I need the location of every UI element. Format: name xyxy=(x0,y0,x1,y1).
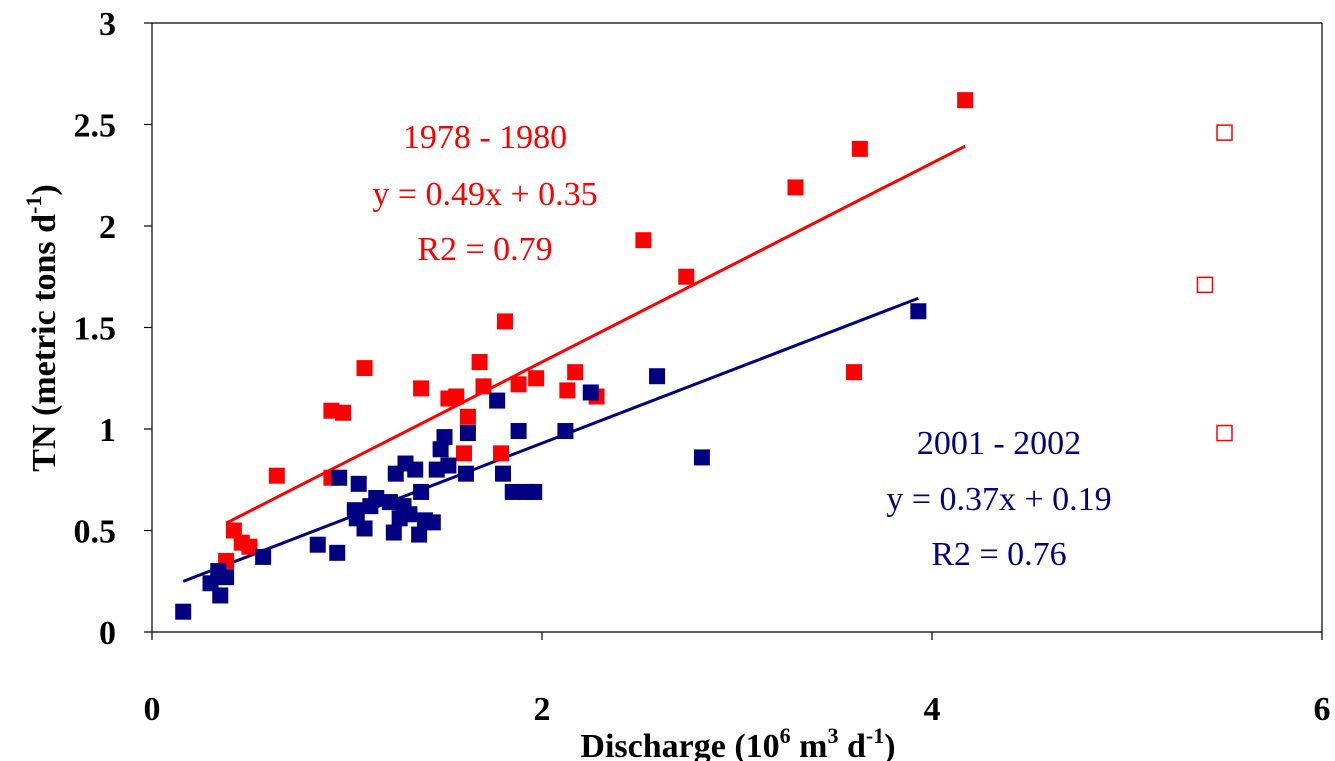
data-point xyxy=(475,378,492,395)
data-point xyxy=(528,370,545,387)
data-point xyxy=(350,475,367,492)
data-point xyxy=(218,569,235,586)
data-point xyxy=(787,179,804,196)
data-point xyxy=(496,313,513,330)
data-point xyxy=(635,232,652,249)
data-point xyxy=(459,425,476,442)
data-point xyxy=(309,536,326,553)
data-point xyxy=(432,441,449,458)
x-axis-title: Discharge (106 m3 d-1) xyxy=(580,723,895,761)
data-point xyxy=(440,457,457,474)
data-point xyxy=(356,360,373,377)
data-point-open xyxy=(1216,424,1233,442)
data-point xyxy=(526,483,543,500)
series-2001-2002-equation: y = 0.37x + 0.19 xyxy=(886,481,1111,518)
data-point xyxy=(495,465,511,482)
series-2001-2002-r2: R2 = 0.76 xyxy=(931,536,1066,573)
y-tick-label: 0 xyxy=(99,615,116,652)
data-point xyxy=(493,445,510,462)
data-point xyxy=(510,423,527,440)
y-tick-label: 1 xyxy=(99,412,116,449)
data-point xyxy=(255,548,272,565)
data-point xyxy=(381,494,398,511)
series-1978-1980-label: 1978 - 1980 xyxy=(403,119,567,156)
data-point-open xyxy=(1196,276,1214,294)
x-tick-label: 2 xyxy=(534,691,551,728)
annotation-1978-1980: 1978 - 1980 y = 0.49x + 0.35 R2 = 0.79 xyxy=(372,119,597,268)
y-tick-label: 0.5 xyxy=(74,514,117,551)
data-point-open xyxy=(1216,124,1233,141)
data-point xyxy=(401,506,418,523)
data-point xyxy=(559,382,576,399)
data-point xyxy=(424,514,441,531)
trendline-1978-1980 xyxy=(225,144,966,525)
data-point xyxy=(202,575,219,592)
data-point xyxy=(693,449,710,466)
data-point xyxy=(851,140,868,157)
data-point xyxy=(582,384,599,401)
data-point xyxy=(567,364,584,381)
data-point xyxy=(225,522,242,539)
data-point xyxy=(356,520,373,537)
data-point xyxy=(411,526,428,543)
data-point xyxy=(413,380,430,397)
plot-area: 0 0.5 1 1.5 2 2.5 3 0 2 4 6 xyxy=(74,6,1331,728)
x-tick-label: 6 xyxy=(1314,691,1331,728)
data-point xyxy=(459,408,476,425)
data-point xyxy=(368,490,385,507)
data-point xyxy=(846,364,862,381)
data-point xyxy=(329,544,346,561)
data-point xyxy=(678,268,695,285)
y-tick-label: 2.5 xyxy=(74,108,117,145)
y-tick-label: 2 xyxy=(99,209,116,246)
data-point xyxy=(457,465,474,482)
data-point xyxy=(212,587,229,604)
data-point xyxy=(241,538,258,555)
y-axis-title: TN (metric tons d-1) xyxy=(21,184,63,471)
annotation-2001-2002: 2001 - 2002 y = 0.37x + 0.19 R2 = 0.76 xyxy=(886,425,1111,573)
x-tick-label: 0 xyxy=(144,691,161,728)
series-1978-1980-r2: R2 = 0.79 xyxy=(417,231,552,268)
series-2001-2002-label: 2001 - 2002 xyxy=(917,425,1081,462)
data-point xyxy=(407,461,424,478)
trendline-2001-2002 xyxy=(182,296,919,583)
data-point xyxy=(557,423,574,440)
data-point xyxy=(471,354,488,371)
data-point xyxy=(413,483,430,500)
data-point xyxy=(335,404,352,421)
data-point xyxy=(268,467,285,484)
data-point xyxy=(436,429,453,446)
data-point xyxy=(456,445,472,462)
data-point xyxy=(175,603,192,620)
data-point xyxy=(910,303,927,320)
y-tick-label: 1.5 xyxy=(74,311,117,348)
data-point xyxy=(957,92,974,109)
data-point xyxy=(489,392,506,409)
data-point xyxy=(448,388,465,405)
x-tick-label: 4 xyxy=(924,691,941,728)
data-point xyxy=(331,469,348,486)
data-point xyxy=(649,368,666,385)
y-tick-label: 3 xyxy=(99,6,116,43)
data-point xyxy=(510,376,527,393)
data-point xyxy=(385,524,402,541)
series-1978-1980-equation: y = 0.49x + 0.35 xyxy=(372,176,597,213)
data-point xyxy=(504,483,521,500)
